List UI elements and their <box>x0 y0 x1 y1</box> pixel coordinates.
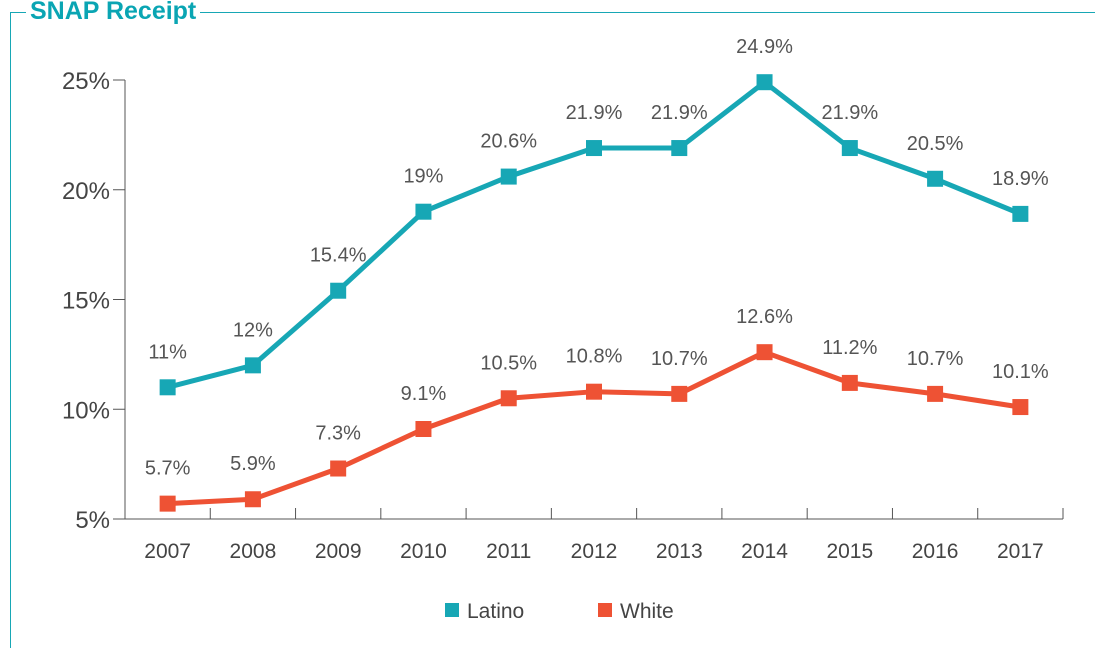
latino-data-label: 21.9% <box>821 102 878 124</box>
latino-point <box>415 203 432 220</box>
latino-data-label: 21.9% <box>651 102 708 124</box>
x-tick-label: 2015 <box>826 540 873 563</box>
y-tick-label: 5% <box>75 507 110 534</box>
white-series-line <box>167 349 1021 507</box>
white-data-label: 9.1% <box>401 383 447 405</box>
legend-white-swatch <box>598 603 612 617</box>
white-data-label: 7.3% <box>315 423 361 445</box>
white-point <box>244 491 261 508</box>
frame-top-line <box>10 12 1095 13</box>
x-tick-label: 2009 <box>315 540 362 563</box>
latino-point <box>927 170 944 187</box>
white-data-label: 10.7% <box>651 348 708 370</box>
white-point <box>756 344 773 361</box>
white-data-label: 12.6% <box>736 306 793 328</box>
white-point <box>415 421 432 438</box>
latino-data-label: 12% <box>233 319 273 341</box>
latino-point <box>330 282 347 299</box>
white-point <box>500 390 517 407</box>
white-data-label: 11.2% <box>822 337 877 359</box>
y-tick-label: 20% <box>62 178 110 205</box>
latino-point <box>244 357 261 374</box>
latino-data-label: 11% <box>148 341 187 363</box>
white-point <box>1012 399 1029 416</box>
x-tick-label: 2013 <box>656 540 703 563</box>
latino-data-label: 18.9% <box>992 168 1049 190</box>
white-data-label: 10.1% <box>992 361 1049 383</box>
legend-white-label: White <box>620 600 674 623</box>
latino-point <box>1012 205 1029 222</box>
x-tick-label: 2011 <box>486 540 531 563</box>
white-point <box>330 460 347 477</box>
x-tick-label: 2007 <box>144 540 191 563</box>
latino-data-label: 24.9% <box>736 36 793 58</box>
x-tick-label: 2008 <box>230 540 277 563</box>
latino-data-label: 21.9% <box>566 102 623 124</box>
latino-data-label: 15.4% <box>310 245 367 267</box>
white-point <box>586 383 602 400</box>
latino-point <box>159 379 176 396</box>
chart-title: SNAP Receipt <box>26 0 201 26</box>
latino-series-line <box>167 79 1022 390</box>
white-point <box>671 385 688 402</box>
white-point <box>927 385 944 402</box>
latino-data-label: 20.6% <box>480 131 537 153</box>
latino-point <box>586 140 602 157</box>
white-data-label: 10.5% <box>480 352 537 374</box>
x-tick-label: 2017 <box>997 540 1044 563</box>
frame-left-line <box>10 12 11 648</box>
latino-data-label: 19% <box>403 166 443 188</box>
x-tick-label: 2014 <box>741 540 788 563</box>
y-tick-label: 10% <box>62 397 110 424</box>
y-tick-label: 15% <box>62 288 110 315</box>
y-tick-label: 25% <box>62 68 110 95</box>
legend-latino-swatch <box>445 603 459 617</box>
latino-point <box>671 140 688 157</box>
white-data-label: 5.7% <box>145 458 191 480</box>
white-data-label: 5.9% <box>230 453 276 475</box>
latino-point <box>756 74 773 91</box>
white-point <box>841 374 858 391</box>
x-tick-label: 2010 <box>400 540 447 563</box>
legend-latino-label: Latino <box>467 600 524 623</box>
white-data-label: 10.8% <box>566 346 623 368</box>
latino-point <box>841 140 858 157</box>
white-data-label: 10.7% <box>907 348 964 370</box>
latino-point <box>500 168 517 185</box>
x-tick-label: 2012 <box>571 540 618 563</box>
latino-data-label: 20.5% <box>907 133 964 155</box>
white-point <box>159 495 176 512</box>
x-tick-label: 2016 <box>912 540 959 563</box>
